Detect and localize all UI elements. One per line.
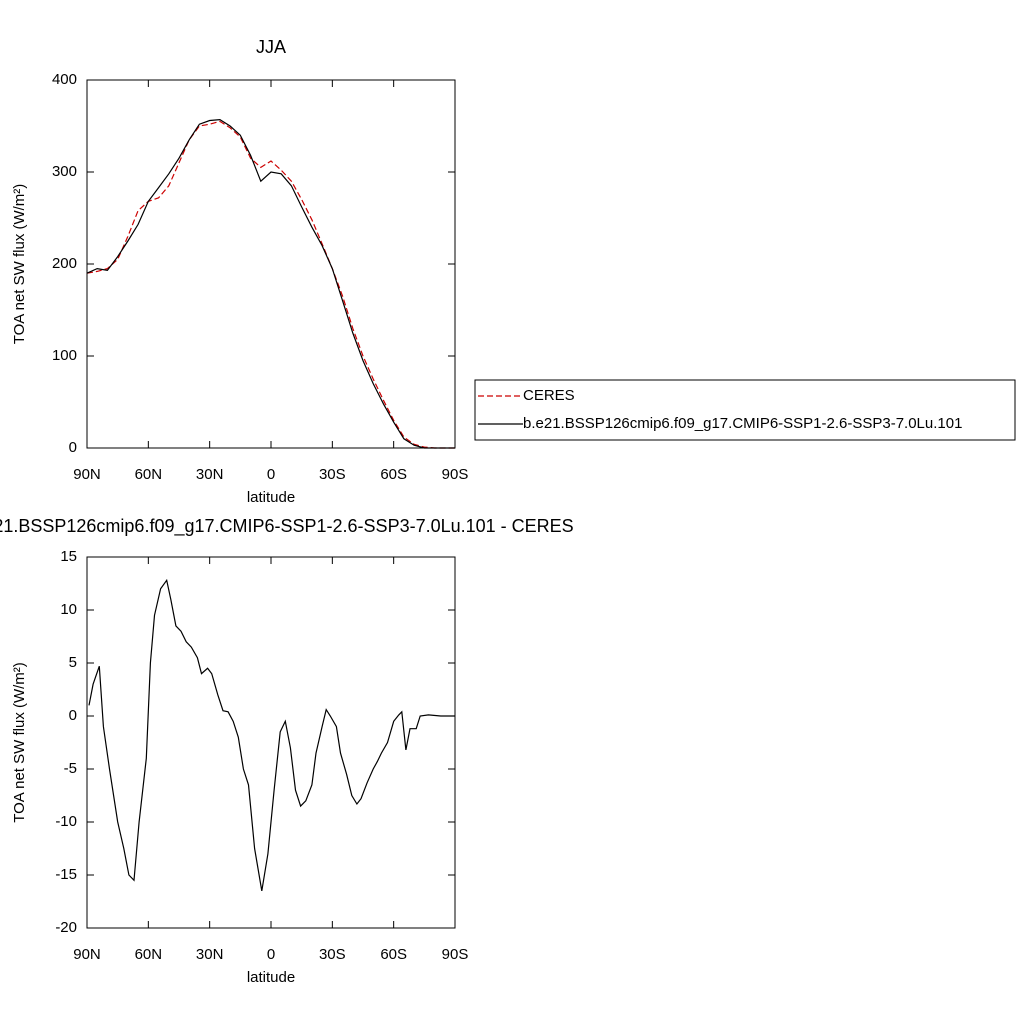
y-tick-label: 0 <box>69 707 77 724</box>
x-tick-label: 60N <box>135 946 163 963</box>
x-tick-label: 90N <box>73 946 101 963</box>
y-tick-label: -10 <box>55 813 77 830</box>
y-tick-label: 100 <box>52 347 77 364</box>
x-tick-label: 90S <box>442 466 469 483</box>
y-tick-label: -15 <box>55 866 77 883</box>
y-tick-label: 0 <box>69 439 77 456</box>
y-axis-label: TOA net SW flux (W/m²) <box>11 184 28 345</box>
y-tick-label: 15 <box>60 548 77 565</box>
y-tick-label: 300 <box>52 163 77 180</box>
y-tick-label: 5 <box>69 654 77 671</box>
x-tick-label: 90N <box>73 466 101 483</box>
x-tick-label: 60S <box>380 946 407 963</box>
x-tick-label: 0 <box>267 946 275 963</box>
y-tick-label: 10 <box>60 601 77 618</box>
x-tick-label: 30N <box>196 466 224 483</box>
data-line <box>86 120 455 449</box>
x-tick-label: 30S <box>319 466 346 483</box>
x-tick-label: 0 <box>267 466 275 483</box>
y-tick-label: -5 <box>64 760 77 777</box>
legend-label: CERES <box>523 387 575 404</box>
plot-frame <box>86 79 456 449</box>
y-axis-label: TOA net SW flux (W/m²) <box>11 662 28 823</box>
data-line <box>86 118 455 449</box>
y-tick-label: 400 <box>52 71 77 88</box>
x-tick-label: 30N <box>196 946 224 963</box>
data-line <box>88 578 455 892</box>
x-tick-label: 30S <box>319 946 346 963</box>
x-axis-label: latitude <box>247 489 295 506</box>
x-axis-label: latitude <box>247 969 295 986</box>
x-tick-label: 90S <box>442 946 469 963</box>
legend-label: b.e21.BSSP126cmip6.f09_g17.CMIP6-SSP1-2.… <box>523 415 962 432</box>
chart-title: JJA <box>256 37 286 57</box>
legend-box <box>474 379 1016 441</box>
chart-title: b.e21.BSSP126cmip6.f09_g17.CMIP6-SSP1-2.… <box>0 516 574 537</box>
y-tick-label: 200 <box>52 255 77 272</box>
plot-frame <box>86 556 456 929</box>
x-tick-label: 60S <box>380 466 407 483</box>
x-tick-label: 60N <box>135 466 163 483</box>
y-tick-label: -20 <box>55 919 77 936</box>
